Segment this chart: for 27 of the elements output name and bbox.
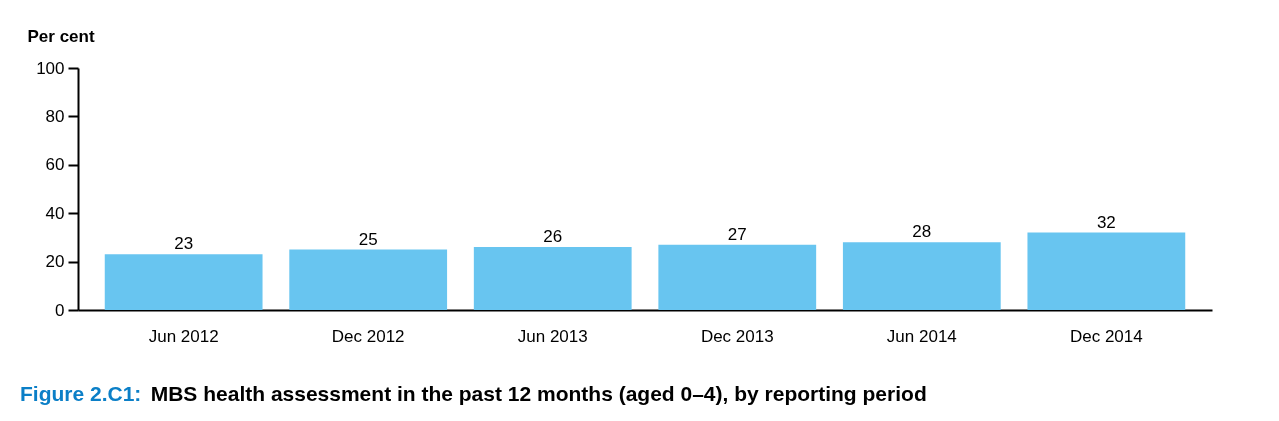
x-tick-label: Dec 2014 bbox=[1069, 326, 1143, 346]
x-tick-label: Jun 2012 bbox=[148, 326, 219, 346]
data-label: 32 bbox=[1096, 212, 1116, 232]
data-label: 27 bbox=[727, 224, 747, 244]
data-label: 26 bbox=[543, 227, 563, 247]
y-tick-label: 40 bbox=[45, 203, 65, 223]
bar bbox=[842, 242, 1001, 310]
y-tick-label: 20 bbox=[45, 252, 65, 272]
bar bbox=[658, 244, 817, 310]
caption: Figure 2.C1: bbox=[20, 382, 142, 405]
bar bbox=[1027, 232, 1186, 310]
x-tick-label: Jun 2014 bbox=[886, 326, 957, 346]
bar bbox=[289, 249, 448, 310]
bar bbox=[104, 254, 263, 310]
data-label: 23 bbox=[174, 234, 194, 254]
y-tick-label: 100 bbox=[36, 58, 65, 78]
y-tick-label: 0 bbox=[55, 300, 65, 320]
x-tick-label: Dec 2013 bbox=[700, 326, 774, 346]
y-tick-label: 60 bbox=[45, 155, 65, 175]
y-axis-title: Per cent bbox=[27, 26, 95, 46]
bar bbox=[473, 247, 632, 310]
y-tick-label: 80 bbox=[45, 106, 65, 126]
text: MBS health assessment in the past 12 months (aged 0–4), by reporting period bbox=[150, 382, 927, 405]
data-label: 28 bbox=[912, 222, 932, 242]
data-label: 25 bbox=[358, 229, 378, 249]
x-tick-label: Dec 2012 bbox=[331, 326, 405, 346]
x-tick-label: Jun 2013 bbox=[517, 326, 588, 346]
